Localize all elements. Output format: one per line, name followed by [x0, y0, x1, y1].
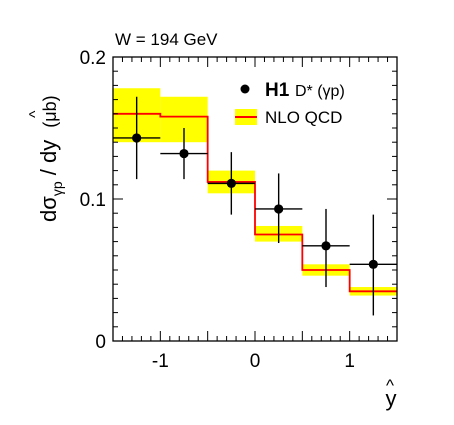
- y-axis-label-hat: ^: [27, 110, 44, 118]
- axis-ticks: -1 0 1 0 0.1 0.2: [80, 48, 398, 372]
- h1-point-marker-2: [226, 178, 236, 188]
- legend-h1-bold: H1: [265, 80, 290, 101]
- legend-h1-marker: [240, 84, 250, 94]
- h1-point-marker-0: [132, 133, 142, 143]
- y-axis-label: dσγp / dy(μb) ^: [27, 95, 65, 222]
- h1-data-points: [113, 96, 397, 316]
- svg-text:dσγp / dy(μb): dσγp / dy(μb): [36, 95, 65, 222]
- h1-point-2: [207, 152, 255, 215]
- h1-point-marker-3: [274, 204, 284, 214]
- nlo-line: [113, 112, 397, 293]
- legend-nlo-label: NLO QCD: [265, 108, 342, 127]
- h1-point-0: [113, 96, 161, 180]
- y-tick-label: 0.2: [80, 48, 106, 69]
- h1-point-3: [255, 173, 303, 244]
- h1-point-5: [349, 214, 397, 316]
- h1-point-marker-1: [179, 148, 189, 159]
- h1-point-marker-5: [368, 259, 378, 269]
- h1-point-4: [302, 208, 350, 288]
- legend-h1-label: D* (γp): [295, 83, 345, 100]
- y-tick-label: 0: [95, 332, 106, 353]
- nlo-step-line: [113, 112, 397, 293]
- h1-point-1: [160, 128, 208, 180]
- x-tick-label: 0: [250, 351, 261, 372]
- x-tick-label: -1: [152, 351, 169, 372]
- chart-annotation: W = 194 GeV: [115, 30, 218, 49]
- x-axis-label-hat: ^: [386, 376, 394, 395]
- y-tick-label: 0.1: [80, 190, 106, 211]
- h1-point-marker-4: [321, 241, 331, 251]
- x-tick-label: 1: [344, 351, 355, 372]
- x-axis-label: y: [386, 386, 397, 411]
